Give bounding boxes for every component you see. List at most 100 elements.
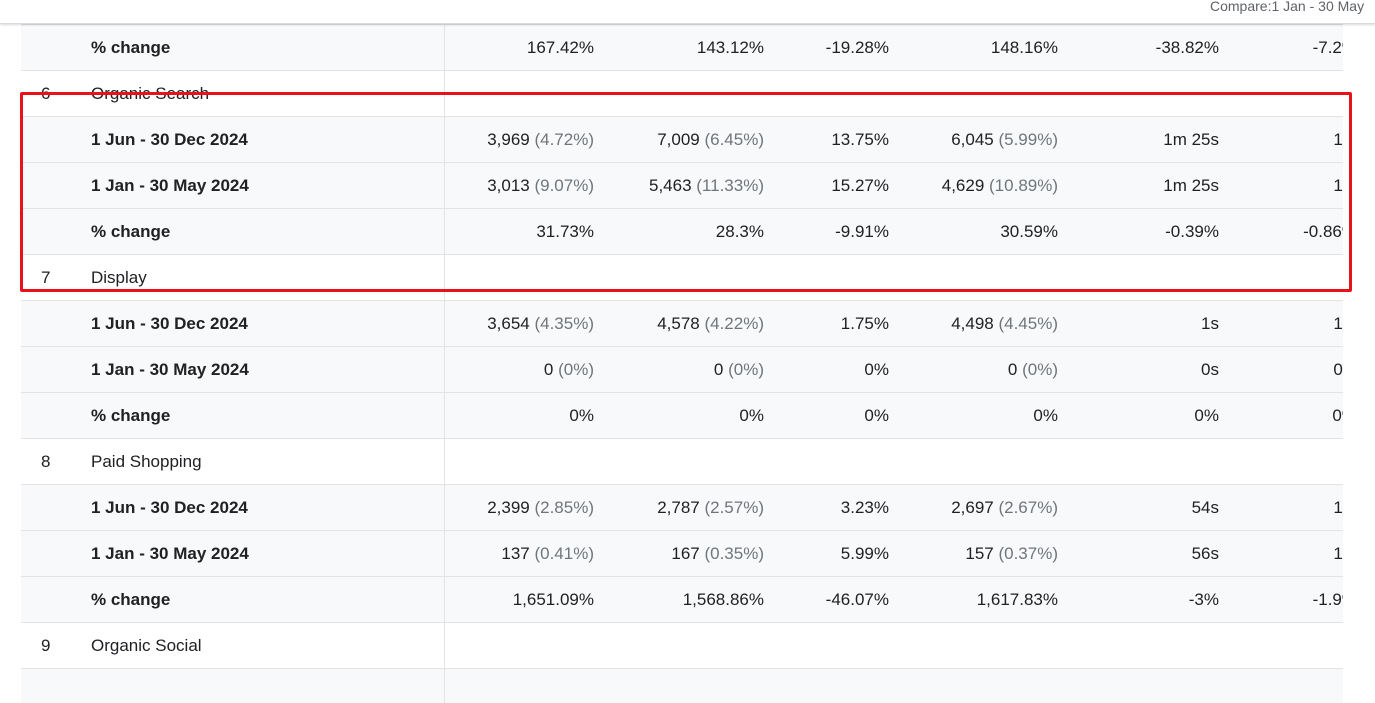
metric-value: 0s [1201, 360, 1219, 379]
table-row[interactable]: 1 Jun - 30 Dec 2024 3,969 (4.72%) 7,009 (6… [21, 117, 1343, 163]
metric-cell-c5: -38.82% [1156, 25, 1219, 71]
metric-value: 1m 25s [1163, 176, 1219, 195]
table-row[interactable] [21, 669, 1343, 703]
channel-group-label[interactable]: Display [91, 268, 147, 287]
metric-cell-c4: 157 (0.37%) [965, 531, 1058, 577]
metric-value: 1.5 [1333, 130, 1343, 149]
metric-cell-c3: -19.28% [826, 25, 889, 71]
metric-cell-c3: 5.99% [841, 531, 889, 577]
table-group-row[interactable]: 7 Display [21, 255, 1343, 301]
metric-share-percent: (0%) [723, 360, 764, 379]
date-range-label: 1 Jun - 30 Dec 2024 [91, 130, 248, 149]
metric-value: 3,013 [487, 176, 530, 195]
metric-value: 2,787 [657, 498, 700, 517]
date-range-label: % change [91, 406, 171, 425]
metric-value: 1s [1201, 314, 1219, 333]
metric-cell-c4: 4,629 (10.89%) [942, 163, 1058, 209]
table-row[interactable]: 1 Jan - 30 May 2024 0 (0%) 0 (0%) 0% 0 (0%) 0… [21, 347, 1343, 393]
metric-value: 0% [864, 406, 889, 425]
metric-cell-c1: 1,651.09% [513, 577, 594, 623]
table-change-row[interactable]: % change 0% 0% 0% 0% 0% 0% [21, 393, 1343, 439]
metric-share-percent: (4.22%) [699, 314, 764, 333]
metric-share-percent: (4.35%) [529, 314, 594, 333]
metric-value: -3% [1188, 590, 1219, 609]
channel-group-label[interactable]: Paid Shopping [91, 452, 202, 471]
metric-cell-c6: 1.5 [1333, 163, 1343, 209]
table-row[interactable]: 1 Jan - 30 May 2024 3,013 (9.07%) 5,463 (1… [21, 163, 1343, 209]
metric-cell-c1: 2,399 (2.85%) [487, 485, 594, 531]
metric-cell-c5: -0.39% [1165, 209, 1219, 255]
metric-value: -9.91% [835, 222, 889, 241]
table-row[interactable]: 1 Jan - 30 May 2024 137 (0.41%) 167 (0.35%… [21, 531, 1343, 577]
metric-value: 0% [569, 406, 594, 425]
metric-value: 5.99% [840, 544, 889, 563]
channel-group-label[interactable]: Organic Search [91, 84, 210, 103]
metric-cell-c6: 1.2 [1333, 301, 1343, 347]
metric-value: 0% [739, 406, 764, 425]
metric-cell-c3: 3.23% [841, 485, 889, 531]
metric-cell-c4: 0 (0%) [1008, 347, 1058, 393]
metric-cell-c3: 15.27% [831, 163, 889, 209]
metric-value: 7,009 [657, 130, 700, 149]
channel-group-label[interactable]: Organic Social [91, 636, 202, 655]
metric-cell-c2: 5,463 (11.33%) [649, 163, 764, 209]
metric-cell-c3: 13.75% [831, 117, 889, 163]
metric-cell-c5: 54s [1192, 485, 1219, 531]
metric-cell-c6: -0.86% [1303, 209, 1343, 255]
table-change-row[interactable]: % change 31.73% 28.3% -9.91% 30.59% -0.39% -0.… [21, 209, 1343, 255]
metric-share-percent: (5.99%) [993, 130, 1058, 149]
metric-cell-c3: -9.91% [835, 209, 889, 255]
date-range-label: 1 Jun - 30 Dec 2024 [91, 314, 248, 333]
metric-cell-c1: 31.73% [536, 209, 594, 255]
metric-value: 56s [1191, 544, 1219, 563]
table-group-row[interactable]: 9 Organic Social [21, 623, 1343, 669]
metric-value: 31.73% [536, 222, 594, 241]
metric-value: 137 [501, 544, 530, 563]
metric-value: 15.27% [831, 176, 889, 195]
metric-value: 167 [671, 544, 700, 563]
metric-value: 148.16% [990, 38, 1058, 57]
metric-value: 1.2 [1333, 314, 1343, 333]
row-index: 6 [41, 84, 51, 103]
column-divider [444, 255, 445, 300]
metric-value: 54s [1191, 498, 1219, 517]
column-divider [444, 163, 445, 208]
metric-value: 3,969 [487, 130, 530, 149]
metric-cell-c1: 0 (0%) [544, 347, 594, 393]
metric-value: 157 [965, 544, 994, 563]
metric-value: 5,463 [649, 176, 692, 195]
column-divider [444, 531, 445, 576]
column-divider [444, 485, 445, 530]
table-group-row[interactable]: 6 Organic Search [21, 71, 1343, 117]
metric-cell-c5: 0s [1201, 347, 1219, 393]
metric-value: 30.59% [1000, 222, 1058, 241]
metric-cell-c4: 148.16% [991, 25, 1058, 71]
metric-share-percent: (4.72%) [529, 130, 594, 149]
metric-cell-c6: 1.1 [1333, 485, 1343, 531]
column-divider [444, 347, 445, 392]
metric-value: 1m 25s [1163, 130, 1219, 149]
date-range-label: 1 Jan - 30 May 2024 [91, 544, 249, 563]
table-change-row[interactable]: % change 1,651.09% 1,568.86% -46.07% 1,617.8… [21, 577, 1343, 623]
table-row[interactable]: 1 Jun - 30 Dec 2024 2,399 (2.85%) 2,787 (2… [21, 485, 1343, 531]
table-group-row[interactable]: 8 Paid Shopping [21, 439, 1343, 485]
metric-value: 0% [1033, 406, 1058, 425]
metric-cell-c5: -3% [1189, 577, 1219, 623]
metric-share-percent: (2.85%) [529, 498, 594, 517]
table-row[interactable]: 1 Jun - 30 Dec 2024 3,654 (4.35%) 4,578 (4… [21, 301, 1343, 347]
column-divider [444, 669, 445, 703]
metric-value: 2,697 [951, 498, 994, 517]
table-change-row[interactable]: % change 167.42% 143.12% -19.28% 148.16% -38.… [21, 25, 1343, 71]
metric-value: 0.0 [1333, 360, 1343, 379]
metric-cell-c1: 3,969 (4.72%) [487, 117, 594, 163]
compare-date-range-label: Compare:1 Jan - 30 May [1210, 0, 1365, 14]
metric-cell-c4: 6,045 (5.99%) [951, 117, 1058, 163]
metric-share-percent: (10.89%) [984, 176, 1058, 195]
metric-value: 1.1 [1333, 544, 1343, 563]
metric-value: 0 [1007, 360, 1018, 379]
metric-cell-c2: 0% [739, 393, 764, 439]
metric-cell-c2: 143.12% [697, 25, 764, 71]
metric-cell-c6: 1.5 [1333, 117, 1343, 163]
metric-share-percent: (4.45%) [993, 314, 1058, 333]
metric-cell-c1: 3,654 (4.35%) [487, 301, 594, 347]
